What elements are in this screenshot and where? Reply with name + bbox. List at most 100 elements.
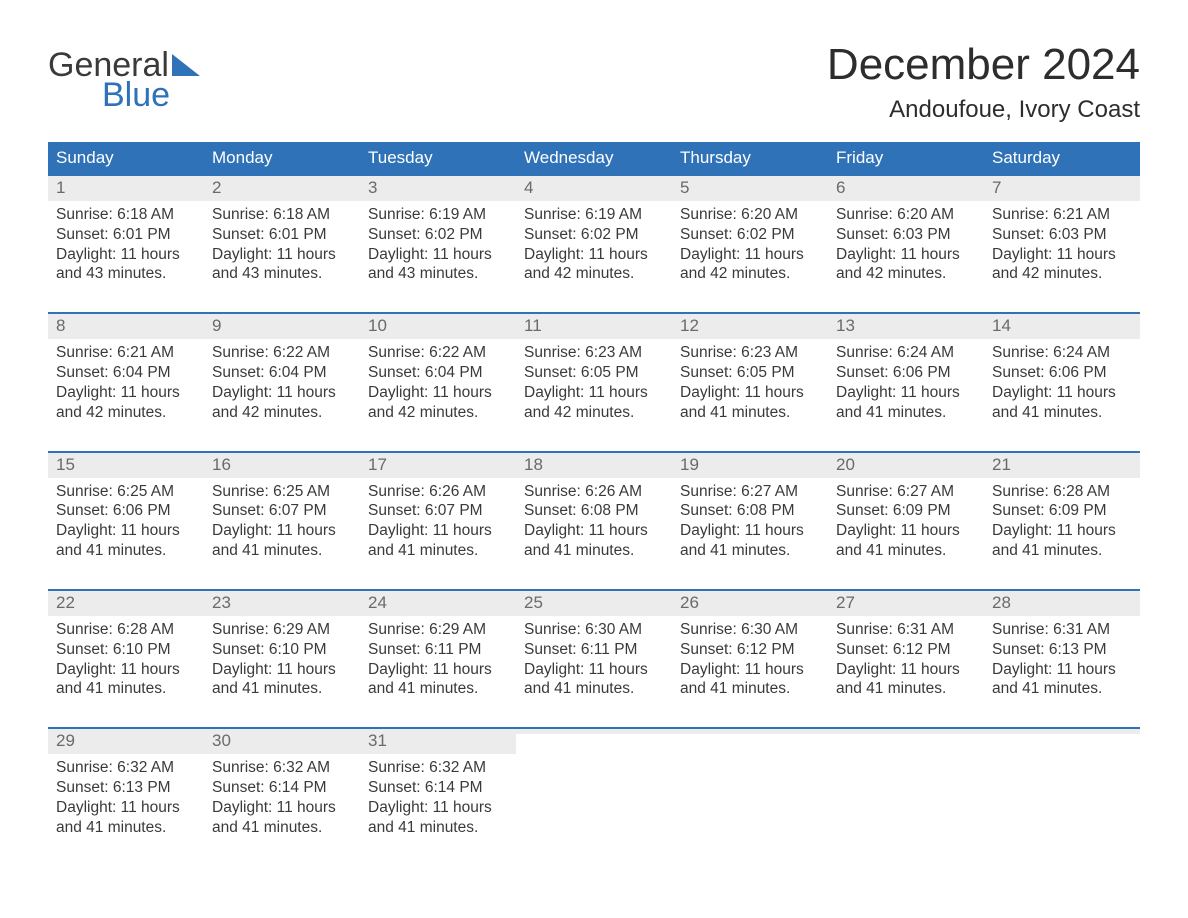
day-daylight1: Daylight: 11 hours [524,521,664,541]
day-daylight2: and 42 minutes. [212,403,352,423]
day-cell: 30Sunrise: 6:32 AMSunset: 6:14 PMDayligh… [204,729,360,865]
weekday-header: Tuesday [360,142,516,174]
day-daylight1: Daylight: 11 hours [212,383,352,403]
day-number-bar: 4 [516,176,672,201]
day-number-bar: 2 [204,176,360,201]
day-cell: 21Sunrise: 6:28 AMSunset: 6:09 PMDayligh… [984,453,1140,589]
day-daylight1: Daylight: 11 hours [56,245,196,265]
day-daylight1: Daylight: 11 hours [992,245,1132,265]
day-body: Sunrise: 6:31 AMSunset: 6:12 PMDaylight:… [836,616,976,699]
day-daylight2: and 41 minutes. [992,403,1132,423]
day-number-bar: 30 [204,729,360,754]
day-sunset: Sunset: 6:02 PM [368,225,508,245]
day-body: Sunrise: 6:26 AMSunset: 6:08 PMDaylight:… [524,478,664,561]
day-body: Sunrise: 6:20 AMSunset: 6:03 PMDaylight:… [836,201,976,284]
day-cell: 16Sunrise: 6:25 AMSunset: 6:07 PMDayligh… [204,453,360,589]
logo: General Blue [48,48,200,112]
day-sunrise: Sunrise: 6:27 AM [680,482,820,502]
day-number: 14 [992,316,1132,336]
day-cell: 27 Sunrise: 6:31 AMSunset: 6:12 PMDayligh… [828,591,984,727]
day-cell: 17Sunrise: 6:26 AMSunset: 6:07 PMDayligh… [360,453,516,589]
day-body: Sunrise: 6:22 AMSunset: 6:04 PMDaylight:… [212,339,352,422]
day-daylight2: and 41 minutes. [212,541,352,561]
weekday-header: Thursday [672,142,828,174]
day-daylight2: and 41 minutes. [992,679,1132,699]
day-sunset: Sunset: 6:02 PM [680,225,820,245]
day-daylight1: Daylight: 11 hours [212,521,352,541]
day-sunrise: Sunrise: 6:31 AM [836,620,976,640]
day-sunrise: Sunrise: 6:20 AM [836,205,976,225]
day-number-bar: 12 [672,314,828,339]
day-number-bar: 14 [984,314,1140,339]
day-sunrise: Sunrise: 6:23 AM [680,343,820,363]
day-sunset: Sunset: 6:13 PM [56,778,196,798]
day-sunrise: Sunrise: 6:19 AM [368,205,508,225]
day-number-bar: 24 [360,591,516,616]
day-number-bar [672,729,828,734]
day-number: 27 [836,593,976,613]
day-cell: 19 Sunrise: 6:27 AMSunset: 6:08 PMDayligh… [672,453,828,589]
day-sunset: Sunset: 6:04 PM [212,363,352,383]
day-daylight2: and 41 minutes. [56,541,196,561]
day-sunset: Sunset: 6:09 PM [992,501,1132,521]
day-daylight1: Daylight: 11 hours [368,798,508,818]
day-number-bar: 29 [48,729,204,754]
day-cell: 9Sunrise: 6:22 AMSunset: 6:04 PMDaylight… [204,314,360,450]
day-daylight1: Daylight: 11 hours [524,660,664,680]
calendar: SundayMondayTuesdayWednesdayThursdayFrid… [48,142,1140,866]
day-sunset: Sunset: 6:11 PM [524,640,664,660]
day-sunrise: Sunrise: 6:23 AM [524,343,664,363]
day-daylight1: Daylight: 11 hours [680,660,820,680]
week-row: 8Sunrise: 6:21 AMSunset: 6:04 PMDaylight… [48,312,1140,450]
day-number: 29 [56,731,196,751]
day-sunrise: Sunrise: 6:28 AM [992,482,1132,502]
day-body: Sunrise: 6:32 AMSunset: 6:14 PMDaylight:… [368,754,508,837]
day-number: 26 [680,593,820,613]
day-number-bar [516,729,672,734]
day-daylight2: and 41 minutes. [836,679,976,699]
day-sunrise: Sunrise: 6:30 AM [524,620,664,640]
day-sunset: Sunset: 6:05 PM [524,363,664,383]
day-number: 3 [368,178,508,198]
week-row: 22Sunrise: 6:28 AMSunset: 6:10 PMDayligh… [48,589,1140,727]
day-body: Sunrise: 6:27 AMSunset: 6:08 PMDaylight:… [680,478,820,561]
day-cell [828,729,984,865]
day-number: 28 [992,593,1132,613]
day-body: Sunrise: 6:24 AMSunset: 6:06 PMDaylight:… [836,339,976,422]
day-sunrise: Sunrise: 6:32 AM [368,758,508,778]
day-number: 10 [368,316,508,336]
day-daylight2: and 41 minutes. [368,541,508,561]
day-sunrise: Sunrise: 6:24 AM [836,343,976,363]
day-daylight2: and 41 minutes. [56,818,196,838]
day-daylight1: Daylight: 11 hours [836,660,976,680]
day-number: 19 [680,455,820,475]
day-number-bar: 7 [984,176,1140,201]
day-cell: 14Sunrise: 6:24 AMSunset: 6:06 PMDayligh… [984,314,1140,450]
logo-triangle-icon [172,48,200,82]
day-body: Sunrise: 6:22 AMSunset: 6:04 PMDaylight:… [368,339,508,422]
day-cell: 3Sunrise: 6:19 AMSunset: 6:02 PMDaylight… [360,176,516,312]
day-sunset: Sunset: 6:12 PM [680,640,820,660]
day-daylight2: and 42 minutes. [992,264,1132,284]
day-sunrise: Sunrise: 6:20 AM [680,205,820,225]
day-number: 30 [212,731,352,751]
day-sunrise: Sunrise: 6:24 AM [992,343,1132,363]
day-daylight2: and 41 minutes. [836,541,976,561]
day-cell: 28Sunrise: 6:31 AMSunset: 6:13 PMDayligh… [984,591,1140,727]
day-daylight1: Daylight: 11 hours [212,245,352,265]
day-number: 13 [836,316,976,336]
day-daylight2: and 42 minutes. [56,403,196,423]
day-cell: 26Sunrise: 6:30 AMSunset: 6:12 PMDayligh… [672,591,828,727]
day-daylight2: and 41 minutes. [524,679,664,699]
day-number-bar [984,729,1140,734]
day-number-bar: 25 [516,591,672,616]
calendar-body: 1Sunrise: 6:18 AMSunset: 6:01 PMDaylight… [48,174,1140,866]
day-number-bar: 8 [48,314,204,339]
day-number-bar: 6 [828,176,984,201]
day-body: Sunrise: 6:30 AMSunset: 6:11 PMDaylight:… [524,616,664,699]
day-sunrise: Sunrise: 6:21 AM [992,205,1132,225]
title-block: December 2024 Andoufoue, Ivory Coast [827,40,1140,124]
day-body: Sunrise: 6:19 AMSunset: 6:02 PMDaylight:… [524,201,664,284]
day-number: 7 [992,178,1132,198]
day-daylight1: Daylight: 11 hours [56,798,196,818]
